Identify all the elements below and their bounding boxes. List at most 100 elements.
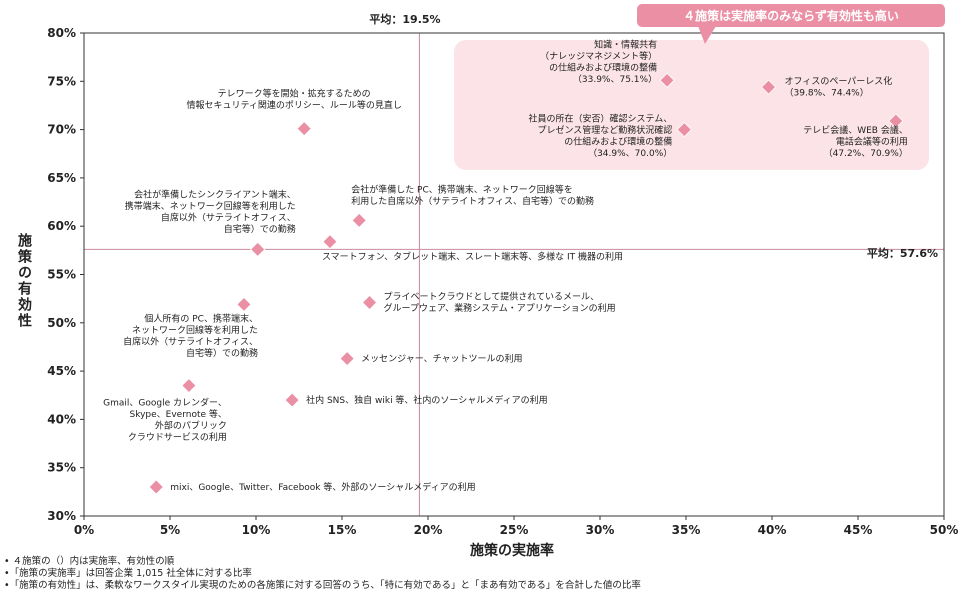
y-axis-title: 施策の有効性 — [16, 232, 33, 329]
avg-lines — [84, 33, 944, 516]
point-label: 知識・情報共有（ナレッジマネジメント等）の仕組みおよび環境の整備（33.9%、7… — [540, 38, 657, 85]
x-tick-label: 25% — [500, 523, 529, 537]
x-tick-label: 40% — [758, 523, 787, 537]
point-label-line: mixi、Google、Twitter、Facebook 等、外部のソーシャルメ… — [170, 481, 475, 493]
point-label: テレビ会議、WEB 会議、電話会議等の利用（47.2%、70.9%） — [803, 124, 908, 159]
point-label-line: 自席以外（サテライトオフィス、 — [123, 335, 258, 347]
avg-x-label: 平均：19.5% — [369, 12, 440, 26]
point-label-line: スマートフォン、タブレット端末、スレート端末等、多様な IT 機器の利用 — [322, 251, 623, 263]
y-tick-label: 65% — [47, 171, 76, 185]
point-label: プライベートクラウドとして提供されているメール、グループウェア、業務システム・ア… — [384, 291, 616, 315]
point-label: 社内 SNS、独自 wiki 等、社内のソーシャルメディアの利用 — [306, 394, 548, 406]
x-tick-label: 5% — [160, 523, 180, 537]
point-label-line: プライベートクラウドとして提供されているメール、 — [384, 291, 599, 303]
y-tick-label: 80% — [47, 26, 76, 40]
point-label-line: （33.9%、75.1%） — [573, 74, 657, 85]
data-point — [148, 479, 164, 495]
point-label-line: クラウドサービスの利用 — [128, 431, 227, 443]
point-label-line: （ナレッジマネジメント等） — [540, 50, 657, 62]
data-point — [181, 378, 197, 394]
point-label: テレワーク等を開始・拡充するための情報セキュリティ関連のポリシー、ルール等の見直… — [186, 88, 401, 112]
point-label: mixi、Google、Twitter、Facebook 等、外部のソーシャルメ… — [170, 481, 475, 493]
point-label: スマートフォン、タブレット端末、スレート端末等、多様な IT 機器の利用 — [322, 251, 623, 263]
point-label-line: グループウェア、業務システム・アプリケーションの利用 — [384, 302, 616, 314]
point-labels: 知識・情報共有（ナレッジマネジメント等）の仕組みおよび環境の整備（33.9%、7… — [103, 38, 908, 493]
point-label-line: 個人所有の PC、携帯端末、 — [144, 312, 258, 324]
data-point — [296, 121, 312, 137]
x-tick-label: 15% — [328, 523, 357, 537]
footnote: • ４施策の（）内は実施率、有効性の順 — [4, 556, 175, 567]
data-point — [659, 72, 675, 88]
point-label-line: 電話会議等の利用 — [836, 135, 908, 147]
x-tick-label: 10% — [242, 523, 271, 537]
footnote: •「施策の実施率」は回答企業 1,015 社全体に対する比率 — [4, 568, 252, 579]
callout-box — [637, 4, 945, 27]
point-label-line: 会社が準備した PC、携帯端末、ネットワーク回線等を — [351, 183, 573, 195]
callout: ４施策は実施率のみならず有効性も高い — [637, 4, 945, 44]
point-label-line: メッセンジャー、チャットツールの利用 — [361, 353, 522, 365]
point-label-line: Skype、Evernote 等、 — [129, 408, 226, 420]
data-point — [351, 212, 367, 228]
data-point — [250, 241, 266, 257]
data-point — [676, 122, 692, 138]
point-label-line: 会社が準備したシンクライアント端末、 — [134, 188, 296, 200]
point-label-line: （47.2%、70.9%） — [824, 148, 908, 159]
data-point — [284, 392, 300, 408]
x-tick-label: 20% — [414, 523, 443, 537]
y-tick-label: 60% — [47, 219, 76, 233]
point-label-line: 情報セキュリティ関連のポリシー、ルール等の見直し — [186, 99, 401, 111]
point-label: Gmail、Google カレンダー、 Skype、Evernote 等、外部のパ… — [103, 397, 227, 444]
y-tick-label: 40% — [47, 412, 76, 426]
footnote: •「施策の有効性」は、柔軟なワークスタイル実現のための各施策に対する回答のうち、… — [4, 580, 641, 591]
x-tick-label: 35% — [672, 523, 701, 537]
data-points — [148, 72, 904, 495]
point-label-line: テレワーク等を開始・拡充するための — [218, 88, 371, 100]
callout-text: ４施策は実施率のみならず有効性も高い — [683, 8, 899, 23]
y-tick-label: 55% — [47, 268, 76, 282]
data-point — [322, 234, 338, 250]
data-point — [361, 294, 378, 311]
x-tick-label: 45% — [844, 523, 873, 537]
y-tick-label: 35% — [47, 461, 76, 475]
point-label-line: Gmail、Google カレンダー、 — [103, 397, 227, 409]
callout-pointer — [698, 26, 716, 44]
point-label: 会社が準備した PC、携帯端末、ネットワーク回線等を利用した自席以外（サテライト… — [351, 183, 594, 207]
point-label-line: 利用した自席以外（サテライトオフィス、自宅等）での勤務 — [351, 195, 594, 207]
point-label-line: ネットワーク回線等を利用した — [132, 324, 258, 336]
footnotes: • ４施策の（）内は実施率、有効性の順 •「施策の実施率」は回答企業 1,015… — [4, 556, 641, 592]
axis-ticks: 0% 5% 10% 15% 20% 25% 30% 35% 40% 45% 50% 30% 35% 40%… — [47, 26, 958, 537]
point-label: 社員の所在（安否）確認システム、プレゼンス管理など勤務状況確認の仕組みおよび環境… — [529, 113, 673, 160]
point-label-line: （34.9%、70.0%） — [588, 148, 672, 159]
point-label-line: 社内 SNS、独自 wiki 等、社内のソーシャルメディアの利用 — [306, 394, 548, 406]
point-label-line: オフィスのペーパーレス化 — [785, 75, 893, 87]
x-tick-label: 0% — [74, 523, 94, 537]
point-label-line: 外部のパブリック — [155, 420, 227, 432]
point-label-line: （39.8%、74.4%） — [785, 88, 869, 99]
point-label-line: 携帯端末、ネットワーク回線等を利用した — [125, 200, 296, 212]
point-label-line: プレゼンス管理など勤務状況確認 — [537, 124, 672, 136]
point-label: メッセンジャー、チャットツールの利用 — [361, 353, 522, 365]
x-tick-label: 50% — [930, 523, 959, 537]
point-label: オフィスのペーパーレス化（39.8%、74.4%） — [785, 75, 893, 99]
point-label-line: 自宅等）での勤務 — [186, 347, 258, 359]
point-label-line: 自席以外（サテライトオフィス、 — [161, 211, 296, 223]
y-tick-label: 45% — [47, 364, 76, 378]
avg-y-label: 平均：57.6% — [867, 246, 938, 260]
highlight-region — [454, 40, 929, 170]
data-point — [236, 296, 252, 313]
y-tick-label: 75% — [47, 74, 76, 88]
point-label: 会社が準備したシンクライアント端末、携帯端末、ネットワーク回線等を利用した自席以… — [125, 188, 296, 235]
data-point — [339, 350, 355, 367]
point-label-line: 自宅等）での勤務 — [224, 223, 296, 235]
x-axis-title: 施策の実施率 — [470, 542, 554, 559]
point-label-line: テレビ会議、WEB 会議、 — [803, 124, 908, 136]
data-point — [888, 113, 904, 129]
point-label-line: の仕組みおよび環境の整備 — [549, 61, 657, 73]
point-label-line: 知識・情報共有 — [594, 38, 657, 50]
y-tick-label: 50% — [47, 316, 76, 330]
point-label-line: 社員の所在（安否）確認システム、 — [529, 113, 673, 125]
x-tick-label: 30% — [586, 523, 615, 537]
y-tick-label: 70% — [47, 123, 76, 137]
y-tick-label: 30% — [47, 509, 76, 523]
